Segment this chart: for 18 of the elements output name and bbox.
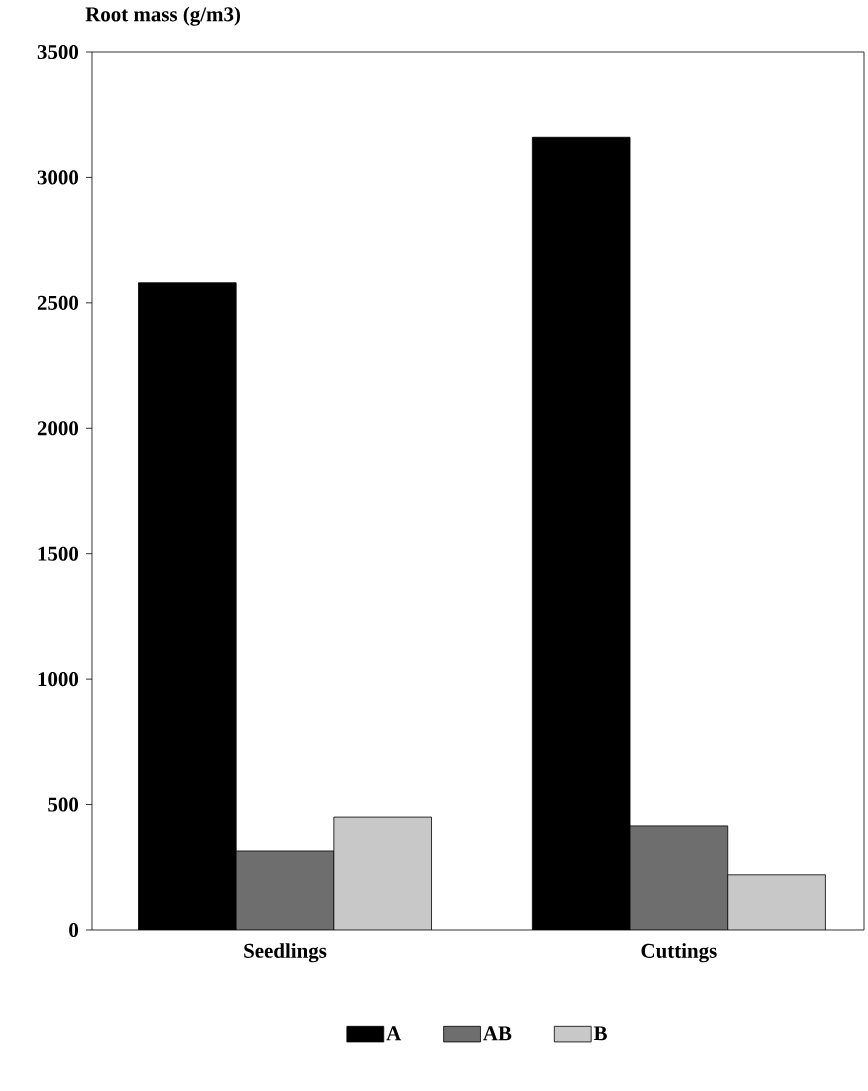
- legend-label: AB: [483, 1026, 512, 1041]
- y-tick-label: 2500: [37, 295, 79, 310]
- legend-label: B: [593, 1026, 607, 1041]
- y-tick-label: 500: [48, 797, 79, 812]
- y-tick-label: 0: [69, 922, 79, 938]
- x-tick-label: Cuttings: [641, 943, 717, 963]
- bar: [235, 850, 335, 930]
- y-tick-label: 1500: [38, 546, 79, 561]
- y-tick-label: 2000: [37, 421, 79, 436]
- bar: [727, 874, 826, 930]
- x-tick-label: Seedlings: [244, 943, 327, 963]
- y-axis-title: Root mass (g/m3): [85, 6, 240, 26]
- y-tick-label: 3500: [37, 44, 79, 60]
- bar: [333, 816, 432, 930]
- legend-label: A: [386, 1026, 402, 1041]
- y-tick-label: 3000: [37, 170, 79, 185]
- bar: [629, 825, 729, 930]
- y-tick-label: 1000: [38, 672, 79, 687]
